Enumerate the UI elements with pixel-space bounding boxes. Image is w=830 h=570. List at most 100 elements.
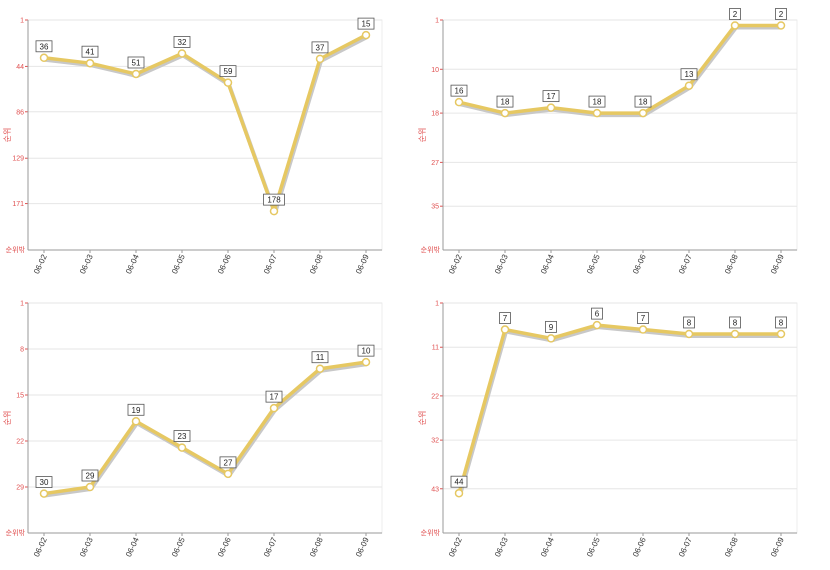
data-label: 178 <box>267 196 281 205</box>
data-label-box <box>127 56 145 69</box>
data-label-box <box>775 316 787 329</box>
x-tick-label: 06-07 <box>677 536 694 559</box>
data-point[interactable] <box>223 469 233 479</box>
chart-panel-2: 1 10 18 27 35 순위밖 순위 06-02 06-03 06-04 06-05 06-06 0… <box>418 8 798 276</box>
data-point[interactable] <box>223 78 233 87</box>
data-point[interactable] <box>500 325 510 334</box>
chart-panel-1: 1 44 86 129 171 순위밖 순위 06-02 06-03 06-04 06-05 06-0… <box>3 17 383 276</box>
x-tick-label: 06-07 <box>262 253 279 276</box>
data-label: 18 <box>501 98 510 107</box>
series-line-shadow <box>459 25 782 118</box>
data-point[interactable] <box>546 103 556 112</box>
data-point[interactable] <box>730 329 740 339</box>
data-point[interactable] <box>269 206 279 216</box>
data-label: 41 <box>86 48 95 57</box>
y-tick-label: 43 <box>431 486 439 493</box>
data-point[interactable] <box>592 108 602 118</box>
data-label: 59 <box>224 67 233 76</box>
y-tick-label: 29 <box>16 485 24 492</box>
y-tick-label: 129 <box>12 156 24 163</box>
data-point[interactable] <box>546 334 556 343</box>
data-label: 9 <box>549 323 554 332</box>
data-point[interactable] <box>39 53 49 63</box>
data-label-box <box>127 403 145 416</box>
x-tick-label: 06-02 <box>32 536 49 559</box>
data-label: 8 <box>779 318 784 327</box>
data-point[interactable] <box>454 488 464 498</box>
data-point[interactable] <box>131 417 141 426</box>
series-line-shadow <box>458 325 782 496</box>
data-point[interactable] <box>638 325 648 334</box>
data-label: 16 <box>455 87 464 96</box>
data-label-box <box>357 344 375 357</box>
plot-area <box>27 302 383 534</box>
data-point[interactable] <box>638 108 648 118</box>
data-point[interactable] <box>454 97 464 107</box>
x-tick-label: 06-05 <box>585 536 602 559</box>
x-tick-label: 06-08 <box>308 253 325 276</box>
x-tick-label: 06-06 <box>631 253 648 276</box>
x-tick-label: 06-05 <box>170 536 187 559</box>
data-point[interactable] <box>177 49 187 58</box>
data-label: 30 <box>40 478 49 487</box>
data-point[interactable] <box>269 403 279 413</box>
plot-area <box>442 19 798 251</box>
data-point[interactable] <box>361 30 371 40</box>
data-label-box <box>35 476 53 488</box>
y-tick-label: 35 <box>431 204 439 211</box>
y-axis-title: 순위 <box>418 128 427 143</box>
x-tick-label: 06-08 <box>723 253 740 276</box>
data-label-box <box>496 95 514 108</box>
data-label-box <box>683 316 695 329</box>
x-tick-label: 06-03 <box>493 536 510 559</box>
data-label-box <box>588 95 606 108</box>
data-label: 13 <box>685 70 694 79</box>
x-tick-label: 06-02 <box>447 253 464 276</box>
data-label: 7 <box>503 314 508 323</box>
x-tick-label: 06-03 <box>78 536 95 559</box>
x-tick-label: 06-05 <box>170 253 187 276</box>
data-label: 27 <box>224 458 233 467</box>
data-point[interactable] <box>85 58 95 68</box>
data-label: 36 <box>40 42 49 51</box>
x-tick-label: 06-04 <box>124 536 141 559</box>
data-label-box <box>311 351 329 364</box>
series-line <box>43 33 367 213</box>
data-point[interactable] <box>730 21 740 30</box>
data-point[interactable] <box>592 320 602 330</box>
data-label-box <box>357 17 375 30</box>
data-point[interactable] <box>131 69 141 79</box>
data-point[interactable] <box>361 357 371 367</box>
data-label-box <box>265 390 283 403</box>
data-point[interactable] <box>315 54 325 64</box>
data-label: 8 <box>733 318 738 327</box>
data-label: 23 <box>178 432 187 441</box>
data-label: 6 <box>595 310 600 319</box>
data-label-box <box>311 41 329 54</box>
data-point[interactable] <box>315 364 325 373</box>
data-point[interactable] <box>177 443 187 452</box>
y-tick-label: 32 <box>431 438 439 445</box>
data-point[interactable] <box>85 482 95 492</box>
data-label: 51 <box>132 58 141 67</box>
data-label: 2 <box>733 10 738 19</box>
y-tick-label: 1 <box>20 18 24 25</box>
data-label: 8 <box>687 318 692 327</box>
data-point[interactable] <box>684 81 694 90</box>
data-label: 18 <box>593 98 602 107</box>
x-tick-label: 06-07 <box>677 253 694 276</box>
data-label: 18 <box>639 98 648 107</box>
data-point[interactable] <box>39 489 49 498</box>
y-axis-title: 순위 <box>418 411 427 426</box>
data-point[interactable] <box>776 329 786 339</box>
y-tick-label: 1 <box>435 301 439 308</box>
x-tick-label: 06-08 <box>723 536 740 559</box>
data-label-box <box>545 320 557 333</box>
data-point[interactable] <box>684 329 694 339</box>
data-label-box <box>219 456 237 469</box>
data-point[interactable] <box>776 21 786 30</box>
y-tick-label: 44 <box>16 64 24 71</box>
y-tick-label: 11 <box>432 345 439 352</box>
data-point[interactable] <box>500 108 510 118</box>
